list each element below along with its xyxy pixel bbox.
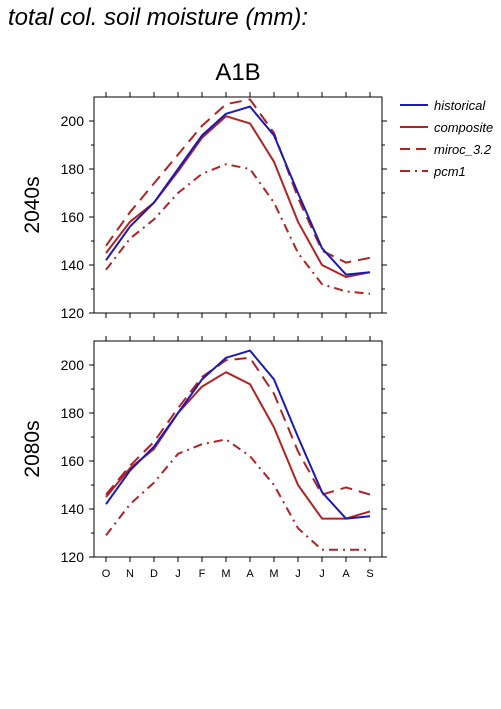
y-tick-label: 200 (61, 113, 85, 129)
x-tick-label: M (221, 568, 230, 580)
y-tick-label: 200 (61, 357, 85, 373)
y-tick-label: 120 (61, 549, 85, 565)
y-tick-label: 140 (61, 501, 85, 517)
series-line-miroc-3-2 (105, 98, 371, 264)
panel-frame (93, 340, 383, 558)
scenario-label: A1B (215, 59, 260, 86)
series-line-composite (105, 115, 371, 278)
x-tick-label: J (295, 568, 301, 580)
x-tick-label: A (342, 568, 350, 580)
series-line-historical (105, 105, 371, 276)
y-tick-label: 180 (61, 405, 85, 421)
x-tick-label: J (319, 568, 325, 580)
x-tick-label: O (102, 568, 111, 580)
x-tick-label: M (269, 568, 278, 580)
series-line-composite (105, 371, 371, 520)
y-tick-label: 120 (61, 305, 85, 321)
legend-label: historical (434, 98, 486, 113)
legend-label: miroc_3.2 (434, 142, 492, 157)
panel-frame (93, 96, 383, 314)
series-line-pcm1 (105, 438, 370, 551)
row-label: 2080s (21, 420, 44, 477)
series-line-historical (105, 349, 371, 520)
x-tick-label: N (126, 568, 134, 580)
legend-label: pcm1 (433, 164, 466, 179)
legend-label: composite (434, 120, 493, 135)
x-tick-label: S (366, 568, 373, 580)
row-label: 2040s (21, 176, 44, 233)
legend: historical composite miroc_3.2 pcm1 (400, 98, 493, 179)
y-tick-label: 160 (61, 209, 85, 225)
series-line-pcm1 (105, 163, 371, 295)
panel-2080s: 120 140 160 180 200 2080s O N D J F M A M J J A S (21, 336, 387, 580)
x-tick-label: F (199, 568, 206, 580)
y-tick-label: 140 (61, 257, 85, 273)
y-tick-label: 160 (61, 453, 85, 469)
series-line-miroc-3-2 (105, 356, 371, 496)
x-tick-label: J (175, 568, 181, 580)
page-title: total col. soil moisture (mm): (8, 4, 309, 31)
x-tick-label: D (150, 568, 158, 580)
y-tick-label: 180 (61, 161, 85, 177)
panel-2040s: 120 140 160 180 200 2040s (21, 92, 387, 321)
x-tick-label: A (246, 568, 254, 580)
